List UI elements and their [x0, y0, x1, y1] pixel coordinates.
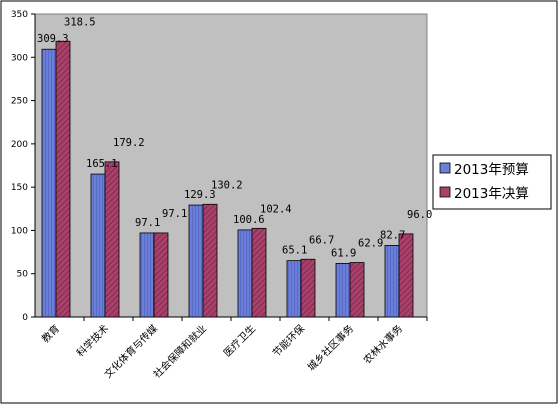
bar-final: [349, 262, 365, 318]
value-label: 318.5: [64, 16, 96, 28]
bar-final: [300, 258, 316, 318]
bar-budget: [286, 260, 302, 318]
value-label: 65.1: [282, 245, 307, 257]
bar-final: [104, 161, 120, 318]
value-label: 100.6: [233, 214, 265, 226]
y-tick-label: 0: [22, 313, 28, 323]
bar-budget: [41, 48, 57, 318]
bar-budget: [384, 245, 400, 318]
bar-final: [398, 233, 414, 318]
bar-budget: [237, 229, 253, 318]
value-label: 129.3: [184, 189, 216, 201]
legend-box: [432, 154, 552, 210]
y-tick-label: 150: [11, 183, 28, 193]
y-tick-label: 50: [17, 270, 29, 280]
bar-final: [55, 40, 71, 318]
value-label: 130.2: [211, 179, 243, 191]
legend-swatch: [439, 186, 451, 198]
bar-final: [202, 203, 218, 318]
y-tick-label: 250: [11, 97, 28, 107]
value-label: 309.3: [37, 33, 69, 45]
legend-swatch: [439, 162, 451, 174]
value-label: 96.0: [407, 209, 432, 221]
value-label: 97.1: [162, 208, 187, 220]
legend-label: 2013年预算: [454, 162, 529, 178]
y-tick-label: 300: [11, 53, 28, 63]
bar-final: [251, 227, 267, 318]
value-label: 61.9: [331, 247, 356, 259]
bars: [41, 40, 428, 321]
bar-budget: [335, 263, 351, 318]
value-label: 97.1: [135, 217, 160, 229]
value-label: 179.2: [113, 137, 145, 149]
bar-budget: [90, 173, 106, 318]
legend: 2013年预算 2013年决算: [432, 154, 552, 210]
value-label: 62.9: [358, 238, 383, 250]
bar-budget: [139, 232, 155, 318]
value-label: 82.7: [380, 229, 405, 241]
y-tick-label: 100: [11, 226, 28, 236]
y-tick-label: 350: [11, 10, 28, 20]
value-label: 66.7: [309, 234, 334, 246]
value-label: 165.1: [86, 158, 118, 170]
bar-final: [153, 232, 169, 318]
legend-label: 2013年决算: [454, 186, 529, 202]
y-tick-label: 200: [11, 140, 28, 150]
bar-budget: [188, 204, 204, 318]
value-label: 102.4: [260, 203, 292, 215]
